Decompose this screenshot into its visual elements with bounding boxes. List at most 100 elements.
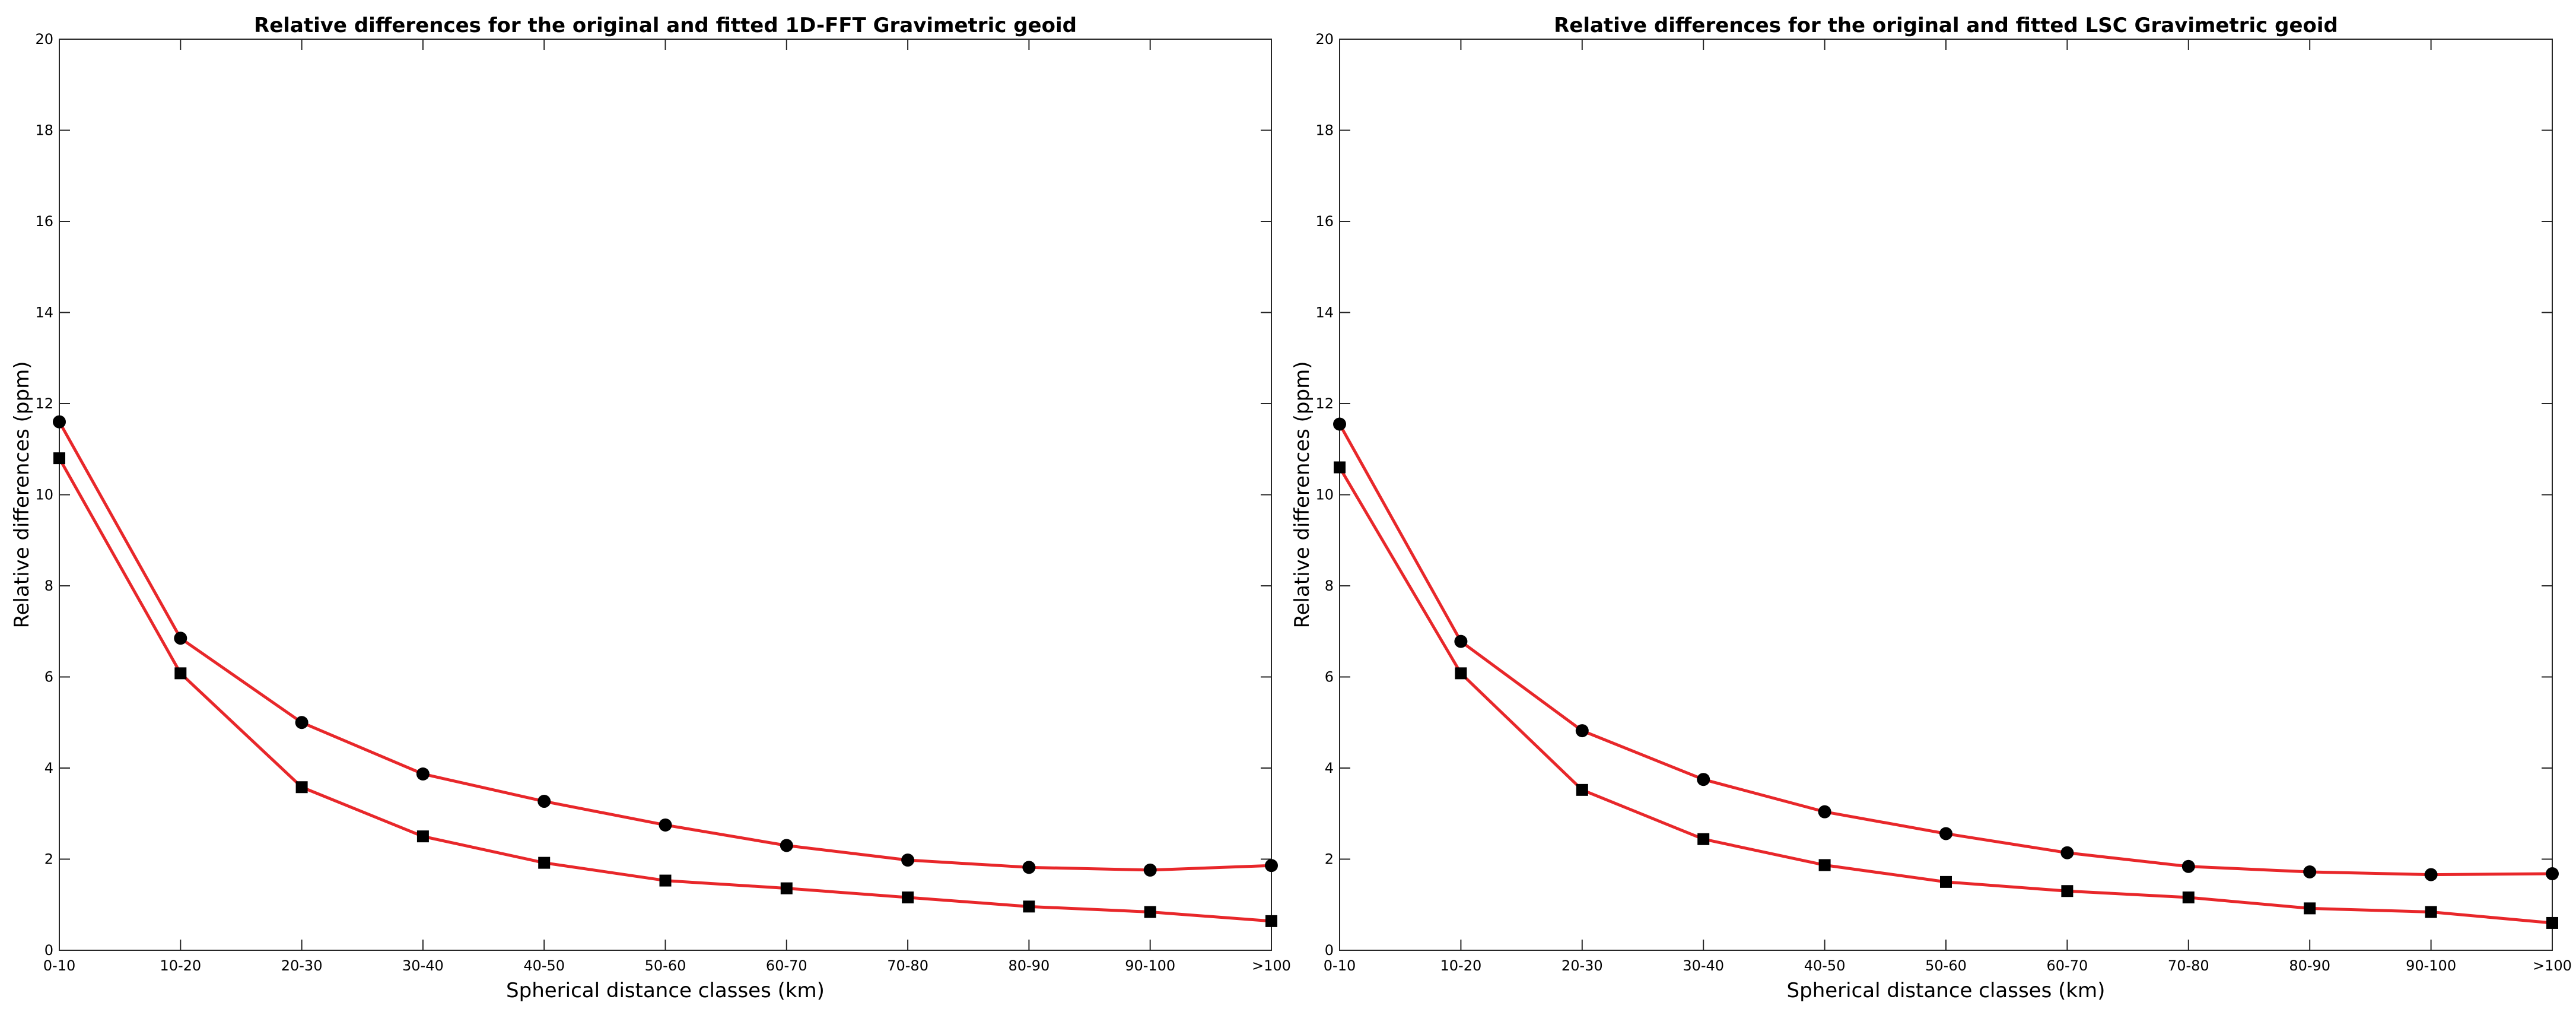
x-tick-label: 30-40 (402, 957, 444, 974)
data-point-fitted (1455, 667, 1467, 680)
chart-title: Relative differences for the original an… (1554, 14, 2338, 37)
series-line-fitted (58, 457, 1272, 923)
x-tick-label: 20-30 (1561, 957, 1603, 974)
y-tick-label: 20 (35, 31, 53, 47)
y-tick-label: 14 (35, 304, 53, 321)
y-tick-label: 14 (1315, 304, 1334, 321)
data-point-original (1265, 859, 1278, 873)
data-point-fitted (2546, 916, 2558, 929)
y-tick-label: 6 (44, 669, 53, 686)
y-tick-label: 6 (1325, 669, 1334, 686)
y-tick-label: 0 (1325, 942, 1334, 959)
x-tick-label: 60-70 (766, 957, 807, 974)
data-point-fitted (1940, 875, 1952, 888)
plot-area (1339, 39, 2553, 951)
y-tick-label: 20 (1315, 31, 1334, 47)
data-point-original (538, 795, 551, 808)
x-tick-label: 60-70 (2047, 957, 2088, 974)
data-point-original (295, 716, 309, 729)
data-point-fitted (2061, 885, 2073, 897)
x-tick-label: 40-50 (523, 957, 565, 974)
y-tick-label: 16 (35, 213, 53, 230)
chart-panel-1d-fft: Relative differences for the original an… (10, 14, 1291, 1003)
data-point-original (1333, 417, 1346, 431)
y-tick-label: 10 (35, 487, 53, 503)
data-point-fitted (1265, 915, 1277, 927)
y-tick-label: 4 (44, 760, 53, 776)
y-tick-label: 8 (44, 578, 53, 594)
data-point-original (659, 818, 672, 832)
y-tick-label: 2 (1325, 851, 1334, 868)
data-point-original (2424, 868, 2438, 881)
data-point-fitted (659, 874, 672, 887)
data-point-original (2060, 846, 2074, 859)
data-point-original (53, 415, 66, 429)
x-tick-label: >100 (2533, 957, 2572, 974)
data-point-fitted (295, 781, 308, 794)
y-axis-label: Relative differences (ppm) (10, 361, 34, 629)
x-tick-label: 70-80 (887, 957, 928, 974)
y-tick-label: 12 (35, 395, 53, 412)
x-tick-label: 70-80 (2168, 957, 2209, 974)
x-tick-label: 90-100 (2406, 957, 2456, 974)
x-tick-label: 50-60 (645, 957, 686, 974)
y-tick-label: 10 (1315, 487, 1334, 503)
data-point-fitted (53, 452, 65, 465)
data-point-fitted (1334, 461, 1346, 474)
x-tick-label: 0-10 (1324, 957, 1356, 974)
data-point-fitted (2182, 891, 2195, 903)
y-tick-label: 12 (1315, 395, 1334, 412)
data-point-fitted (1023, 900, 1035, 913)
x-axis-label: Spherical distance classes (km) (1787, 979, 2106, 1003)
data-point-original (174, 632, 187, 645)
x-tick-label: 40-50 (1804, 957, 1846, 974)
data-point-original (1454, 635, 1468, 648)
data-point-original (1575, 724, 1589, 738)
data-point-fitted (2304, 902, 2316, 915)
plot-area (59, 39, 1272, 951)
data-point-original (2546, 867, 2559, 881)
y-tick-label: 0 (44, 942, 53, 959)
y-tick-label: 18 (35, 122, 53, 139)
x-tick-label: 90-100 (1125, 957, 1175, 974)
chart-panel-lsc: Relative differences for the original an… (1290, 14, 2572, 1003)
x-tick-label: 50-60 (1925, 957, 1967, 974)
data-point-original (1143, 863, 1157, 877)
x-tick-label: 10-20 (1440, 957, 1482, 974)
chart-title: Relative differences for the original an… (254, 14, 1077, 37)
data-point-original (780, 839, 793, 852)
y-tick-label: 18 (1315, 122, 1334, 139)
x-axis-label: Spherical distance classes (km) (506, 979, 825, 1003)
data-point-fitted (2425, 906, 2437, 918)
data-point-original (1939, 827, 1952, 840)
data-point-fitted (174, 667, 187, 680)
data-point-fitted (1697, 833, 1710, 845)
data-point-original (2303, 865, 2317, 878)
data-point-original (901, 854, 915, 867)
x-tick-label: 20-30 (281, 957, 323, 974)
data-point-original (1818, 805, 1831, 819)
series-line-original (58, 421, 1272, 872)
y-axis-label: Relative differences (ppm) (1290, 361, 1314, 629)
data-point-original (1022, 861, 1036, 874)
x-tick-label: >100 (1252, 957, 1291, 974)
data-point-fitted (1576, 783, 1588, 796)
data-point-original (1697, 773, 1710, 786)
data-point-original (2181, 859, 2195, 873)
data-point-fitted (1818, 859, 1831, 871)
y-tick-label: 8 (1325, 578, 1334, 594)
x-tick-label: 0-10 (43, 957, 75, 974)
data-point-fitted (1144, 906, 1156, 918)
y-tick-label: 16 (1315, 213, 1334, 230)
data-point-original (416, 767, 430, 781)
x-tick-label: 80-90 (1009, 957, 1050, 974)
y-tick-label: 2 (44, 851, 53, 868)
data-point-fitted (416, 830, 429, 843)
y-tick-label: 4 (1325, 760, 1334, 776)
x-tick-label: 80-90 (2289, 957, 2330, 974)
data-point-fitted (538, 856, 551, 869)
x-tick-label: 10-20 (160, 957, 201, 974)
data-point-fitted (902, 891, 914, 903)
x-tick-label: 30-40 (1683, 957, 1724, 974)
